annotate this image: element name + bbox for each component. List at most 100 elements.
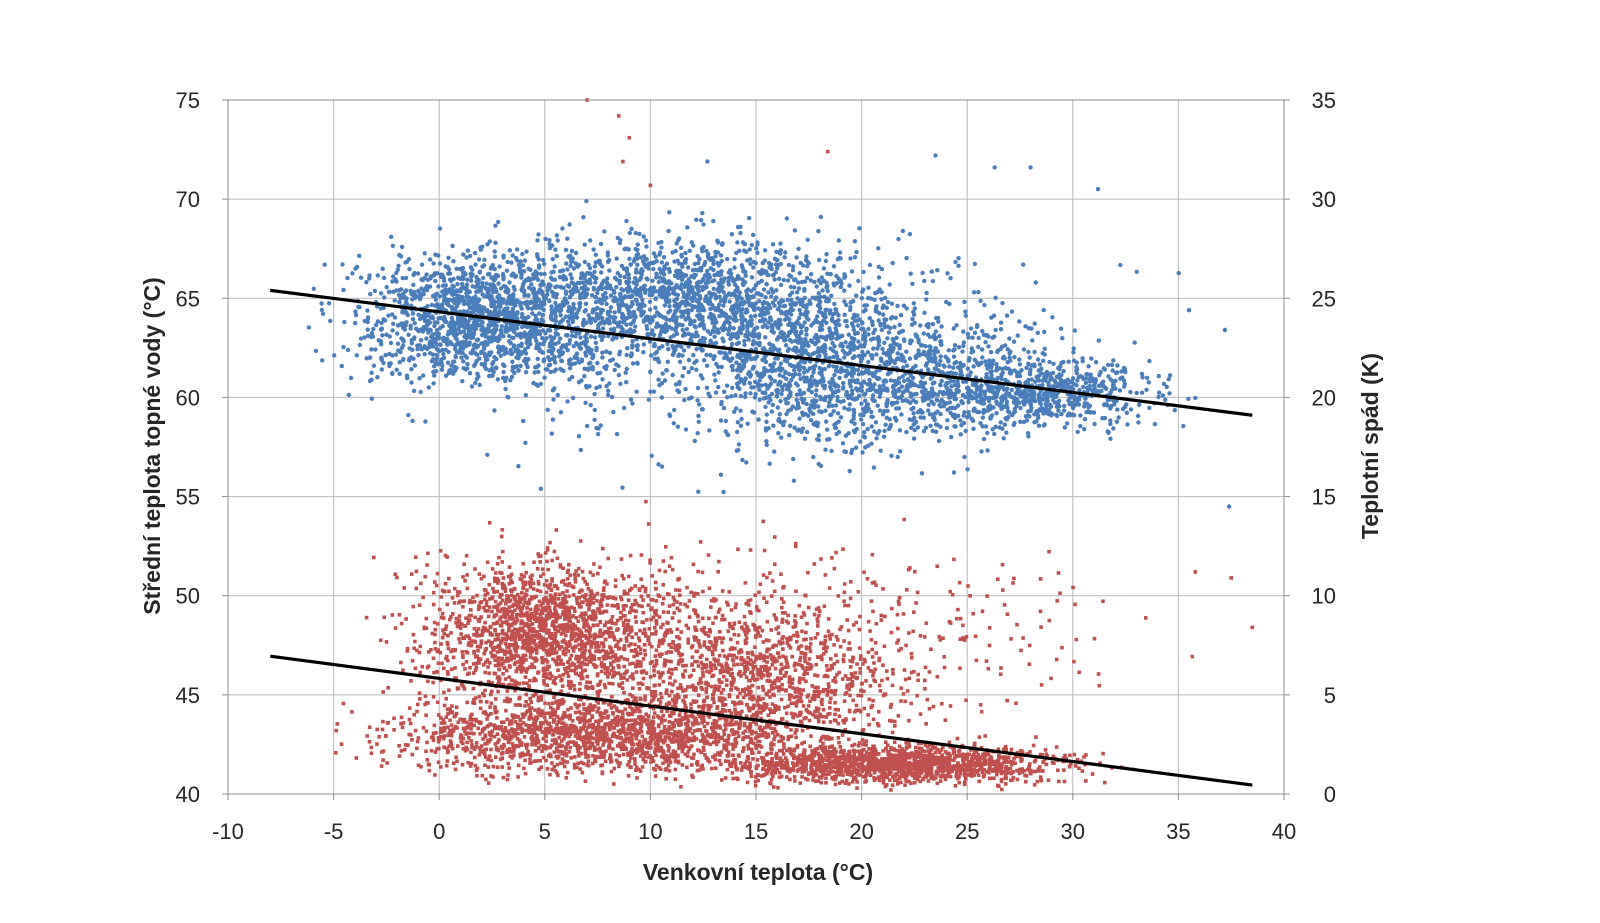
data-point [956,263,961,268]
data-point [841,380,846,386]
data-point [517,266,522,271]
data-point [880,412,886,417]
data-point [541,359,546,364]
data-point [1032,412,1037,417]
data-point [832,301,837,307]
data-point [792,228,798,233]
data-point [702,336,708,341]
data-point [429,302,435,308]
data-point [729,232,735,237]
data-point [1106,429,1111,435]
data-point [791,456,796,462]
data-point [816,291,821,296]
data-point [697,256,702,262]
data-point [695,431,700,436]
data-point [647,307,653,312]
data-point [396,263,401,268]
data-point [700,376,705,381]
data-point [410,311,416,316]
data-point [836,318,841,323]
data-point [739,313,744,318]
data-point [746,370,752,375]
data-point [509,260,514,265]
data-point [797,271,802,276]
data-point [654,275,659,280]
data-point [565,332,570,338]
data-point [708,311,713,317]
data-point [617,352,622,357]
data-point [804,313,809,318]
data-point [849,341,854,346]
data-point [993,327,998,333]
data-point [575,356,580,361]
data-point [1050,397,1056,403]
data-point [1017,319,1022,324]
data-point [369,331,375,336]
data-point [490,282,496,287]
data-point [784,216,789,221]
data-point [614,284,619,290]
data-point [487,339,492,344]
data-point [420,327,426,332]
data-point [465,294,470,299]
data-point [757,397,762,402]
data-point [827,400,832,405]
data-point [452,325,457,330]
data-point [661,255,667,260]
data-point [542,271,547,277]
data-point [483,285,488,291]
data-point [882,340,887,345]
data-point [651,389,657,394]
data-point [802,320,807,325]
data-point [490,361,495,367]
data-point [1075,396,1081,401]
data-point [719,364,724,370]
data-point [624,218,629,224]
data-point [985,430,990,436]
data-point [356,304,361,310]
data-point [1186,396,1191,402]
data-point [553,314,558,319]
data-point [554,284,560,289]
data-point [404,373,410,378]
data-point [964,386,970,391]
data-point [842,449,847,454]
data-point [829,448,834,454]
data-point [988,349,994,355]
data-point [548,275,554,280]
data-point [823,447,828,452]
data-point [696,261,701,266]
data-point [813,392,819,398]
data-point [1051,361,1056,366]
data-point [510,359,515,364]
data-point [520,311,525,317]
data-point [588,281,593,286]
data-point [625,271,630,277]
data-point [905,377,911,382]
data-point [696,289,702,294]
data-point [932,417,937,423]
data-point [738,423,744,428]
data-point [582,242,587,247]
data-point [390,279,395,284]
data-point [378,342,384,347]
data-point [582,339,587,345]
data-point [930,278,936,284]
data-point [1105,403,1110,408]
data-point [586,262,591,267]
data-point [570,319,575,325]
data-point [445,264,450,270]
data-point [835,369,840,374]
data-point [1147,358,1152,364]
data-point [833,307,839,312]
data-point [963,428,968,434]
data-point [640,301,645,306]
data-point [582,294,588,300]
data-point [872,429,877,434]
data-point [1132,340,1137,345]
data-point [745,321,750,326]
data-point [439,357,444,362]
data-point [410,418,415,424]
data-point [372,288,378,294]
data-point [604,349,609,354]
